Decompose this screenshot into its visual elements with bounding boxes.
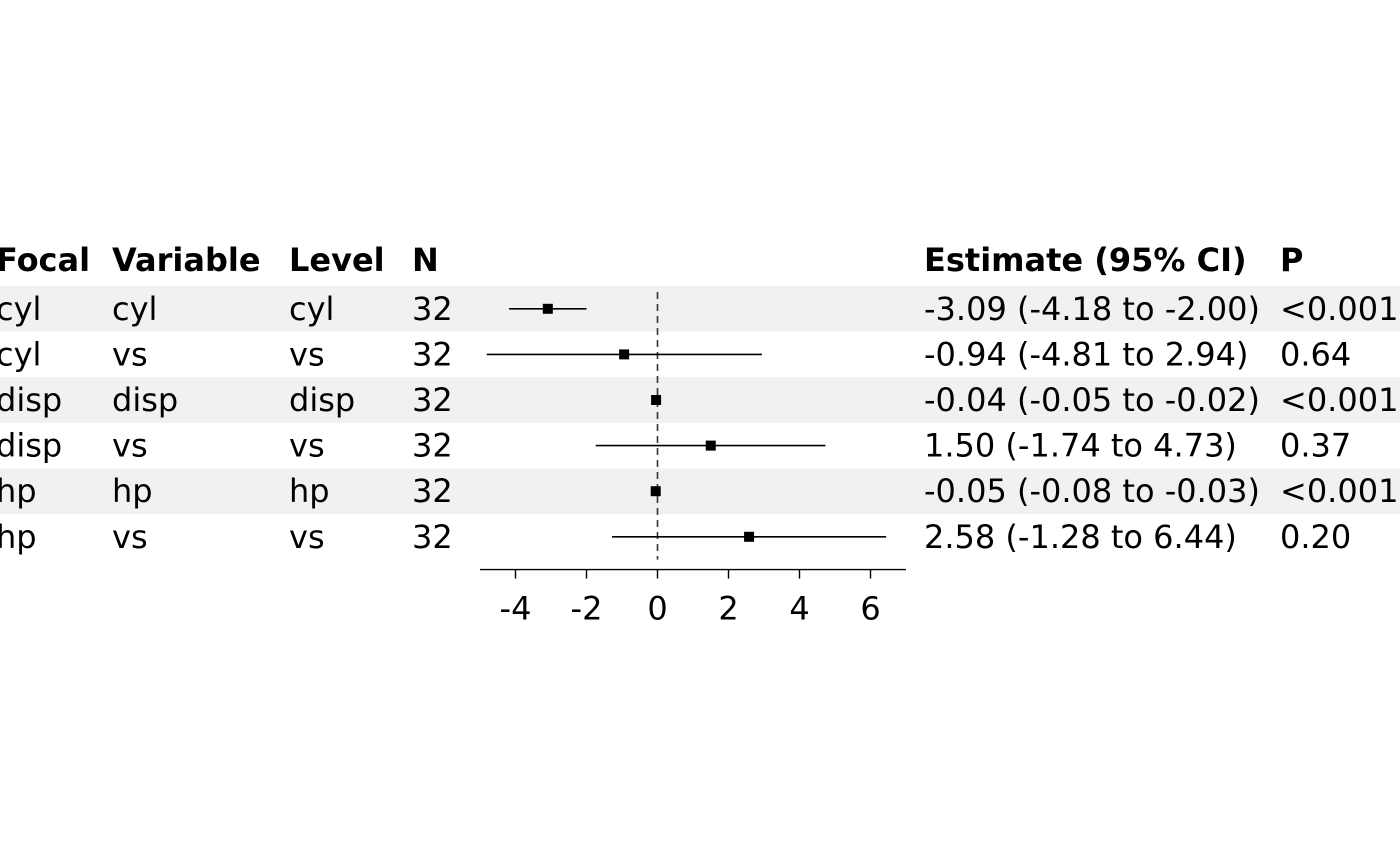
cell-p: 0.37 [1280, 427, 1351, 465]
cell-estimate-text: -0.04 (-0.05 to -0.02) [924, 381, 1260, 419]
header-n: N [412, 241, 439, 279]
table-cells: cyl cyl cyl 32 -3.09 (-4.18 to -2.00) <0.001 c… [0, 290, 1398, 556]
cell-level: cyl [289, 290, 334, 328]
cell-variable: cyl [112, 290, 157, 328]
forest-panel: -4 -2 0 2 4 6 [480, 292, 906, 628]
row-stripes [0, 286, 1400, 514]
cell-estimate-text: -3.09 (-4.18 to -2.00) [924, 290, 1260, 328]
row-stripe [0, 377, 1400, 423]
column-headers: Focal Variable Level N Estimate (95% CI)… [0, 241, 1303, 279]
cell-level: disp [289, 381, 355, 419]
x-tick-label: -4 [500, 590, 532, 628]
cell-focal: cyl [0, 290, 41, 328]
estimate-point [705, 440, 716, 451]
header-estimate: Estimate (95% CI) [924, 241, 1247, 279]
x-tick-label: 0 [647, 590, 667, 628]
header-level: Level [289, 241, 385, 279]
cell-n: 32 [412, 427, 453, 465]
estimate-point [651, 395, 662, 405]
cell-variable: vs [112, 518, 148, 556]
cell-focal: disp [0, 427, 62, 465]
cell-p: 0.64 [1280, 335, 1351, 373]
cell-variable: vs [112, 427, 148, 465]
cell-focal: cyl [0, 335, 41, 373]
x-axis-ticks: -4 -2 0 2 4 6 [500, 569, 881, 628]
cell-n: 32 [412, 290, 453, 328]
row-stripe [0, 286, 1400, 332]
cell-focal: disp [0, 381, 62, 419]
cell-n: 32 [412, 335, 453, 373]
x-tick-label: 2 [718, 590, 738, 628]
cell-level: vs [289, 427, 325, 465]
cell-estimate-text: -0.94 (-4.81 to 2.94) [924, 335, 1248, 373]
cell-n: 32 [412, 472, 453, 510]
cell-estimate-text: -0.05 (-0.08 to -0.03) [924, 472, 1260, 510]
cell-p: 0.20 [1280, 518, 1351, 556]
row-stripe [0, 468, 1400, 514]
cell-p: <0.001 [1280, 472, 1398, 510]
header-focal: Focal [0, 241, 90, 279]
cell-n: 32 [412, 381, 453, 419]
header-p: P [1280, 241, 1303, 279]
estimate-point [744, 531, 755, 542]
estimate-point [542, 303, 553, 314]
x-tick-label: -2 [571, 590, 603, 628]
cell-level: vs [289, 335, 325, 373]
estimate-point [619, 349, 630, 360]
cell-p: <0.001 [1280, 290, 1398, 328]
cell-focal: hp [0, 472, 37, 510]
confidence-intervals [486, 303, 887, 542]
cell-variable: hp [112, 472, 153, 510]
cell-estimate-text: 2.58 (-1.28 to 6.44) [924, 518, 1237, 556]
cell-focal: hp [0, 518, 37, 556]
cell-variable: vs [112, 335, 148, 373]
cell-variable: disp [112, 381, 178, 419]
x-tick-label: 4 [789, 590, 809, 628]
x-tick-label: 6 [860, 590, 880, 628]
estimate-point [650, 486, 661, 497]
cell-estimate-text: 1.50 (-1.74 to 4.73) [924, 427, 1237, 465]
cell-level: vs [289, 518, 325, 556]
cell-p: <0.001 [1280, 381, 1398, 419]
cell-level: hp [289, 472, 330, 510]
cell-n: 32 [412, 518, 453, 556]
header-variable: Variable [112, 241, 261, 279]
